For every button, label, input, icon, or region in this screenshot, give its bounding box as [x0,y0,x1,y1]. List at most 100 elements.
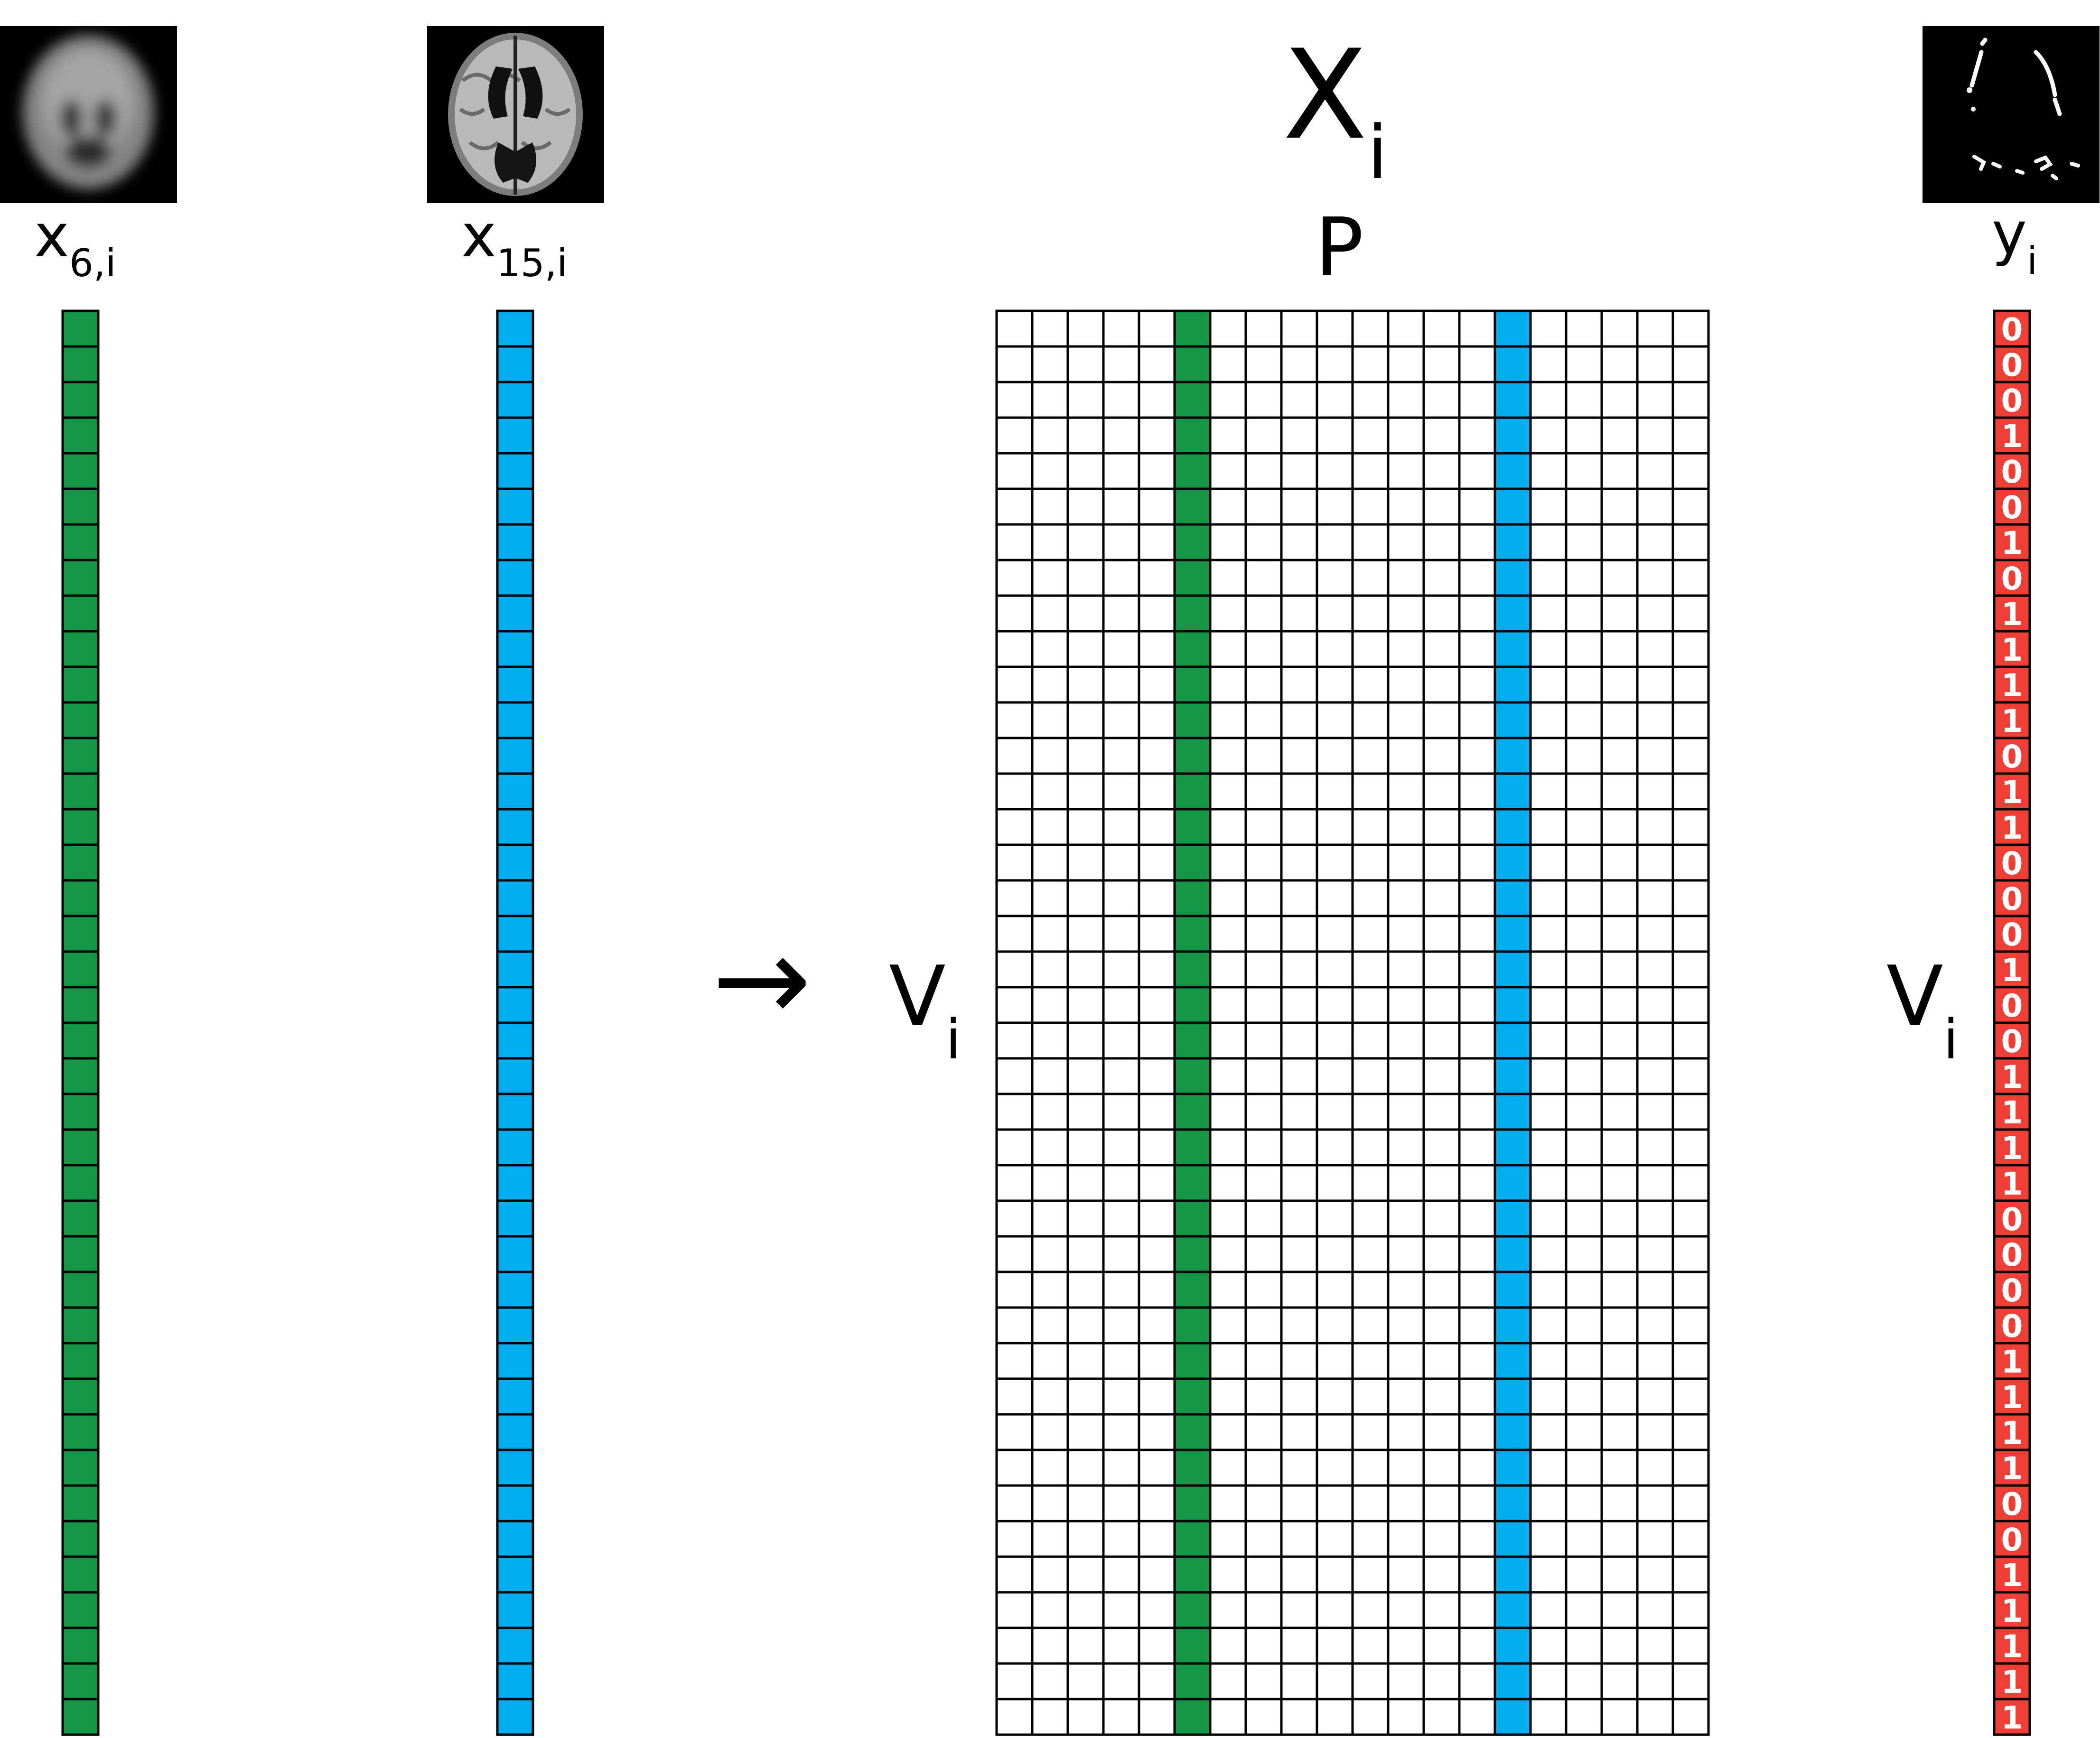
matrix-cell [1422,1662,1461,1701]
matrix-cell [995,1698,1034,1736]
y-vector-value: 0 [2001,845,2023,882]
matrix-cell [1066,1093,1105,1131]
matrix-cell [1244,879,1283,917]
matrix-cell [1529,1591,1568,1629]
matrix-cell [1565,1306,1603,1345]
matrix-highlight-cell [1493,1057,1532,1095]
matrix-cell [1636,1093,1674,1131]
matrix-cell [1316,1093,1354,1131]
matrix-cell [1244,772,1283,811]
matrix-cell [1244,665,1283,704]
matrix-cell [1280,1448,1318,1487]
x15-vector-cell [496,416,534,455]
matrix-highlight-cell [1493,559,1532,597]
matrix-cell [995,1484,1034,1523]
matrix-cell [1387,1057,1425,1095]
y-vector-cell [1993,737,2031,775]
x6-vector-cell [61,950,100,989]
matrix-cell [995,381,1034,419]
matrix-cell [1671,1626,1710,1665]
matrix-cell [1671,1555,1710,1594]
matrix-cell [1422,737,1461,775]
matrix-cell [1600,879,1639,917]
matrix-cell [1600,416,1639,455]
matrix-cell [1351,1342,1390,1380]
matrix-cell [1066,986,1105,1024]
matrix-cell [1565,1128,1603,1167]
matrix-cell [1280,1484,1318,1523]
y-vector-value: 0 [2001,454,2023,490]
x15-vector-cell [496,487,534,526]
x15-vector-cell [496,915,534,953]
matrix-cell [1280,309,1318,348]
matrix-highlight-cell [1173,345,1212,383]
matrix-highlight-cell [1173,1021,1212,1060]
matrix-cell [1316,452,1354,490]
matrix-cell [1351,345,1390,383]
matrix-cell [1244,1484,1283,1523]
matrix-cell [1209,309,1247,348]
x6-vector-cell [61,1591,100,1629]
matrix-cell [1280,594,1318,633]
matrix-cell [1066,487,1105,526]
matrix-cell [1102,1662,1140,1701]
matrix-cell [1066,345,1105,383]
matrix-cell [1671,594,1710,633]
matrix-cell [1138,559,1176,597]
matrix-highlight-cell [1173,986,1212,1024]
matrix-cell [995,1555,1034,1594]
matrix-cell [1102,1342,1140,1380]
y-vector-value: 0 [2001,1201,2023,1238]
matrix-cell [1387,1520,1425,1558]
matrix-cell [1138,1591,1176,1629]
matrix-cell [1066,1164,1105,1202]
matrix-cell [1316,1128,1354,1167]
matrix-cell [1031,737,1069,775]
matrix-cell [1066,1342,1105,1380]
matrix-cell [1565,1448,1603,1487]
x15-vector-cell [496,772,534,811]
matrix-cell [1316,1164,1354,1202]
matrix-cell [995,701,1034,739]
y-vector-value: 1 [2001,1059,2023,1095]
matrix-highlight-cell [1173,701,1212,739]
matrix-cell [1458,986,1496,1024]
matrix-highlight-cell [1173,1520,1212,1558]
matrix-cell [1387,416,1425,455]
matrix-cell [1636,381,1674,419]
matrix-cell [1422,559,1461,597]
matrix-cell [1209,416,1247,455]
matrix-title-subscript: i [1367,110,1388,196]
x6-vector-cell [61,665,100,704]
matrix-cell [1244,1271,1283,1309]
y-vector-value: 1 [2001,1664,2023,1701]
x6-vector-cell [61,1128,100,1167]
matrix-cell [1138,665,1176,704]
matrix-cell [1138,1342,1176,1380]
y-vector-cell [1993,950,2031,989]
matrix-cell [1316,630,1354,668]
y-vector-value: 0 [2001,988,2023,1024]
matrix-cell [1529,630,1568,668]
matrix-cell [1138,487,1176,526]
matrix-cell [1636,1128,1674,1167]
matrix-cell [1600,487,1639,526]
matrix-highlight-cell [1173,1626,1212,1665]
matrix-cell [1387,594,1425,633]
matrix-cell [1066,665,1105,704]
matrix-cell [1387,1626,1425,1665]
matrix-cell [1280,808,1318,846]
matrix-cell [1209,915,1247,953]
matrix-highlight-cell [1493,1199,1532,1238]
x6-vector-cell [61,1413,100,1451]
matrix-cell [1209,1591,1247,1629]
matrix-cell [1066,1057,1105,1095]
matrix-cell [1209,665,1247,704]
matrix-cell [1387,1199,1425,1238]
x6-vector-cell [61,1271,100,1309]
y-vector-cell [1993,1271,2031,1309]
matrix-highlight-cell [1493,1591,1532,1629]
columns-label: P [1315,201,1364,295]
matrix-cell [1280,915,1318,953]
matrix-highlight-cell [1173,1057,1212,1095]
